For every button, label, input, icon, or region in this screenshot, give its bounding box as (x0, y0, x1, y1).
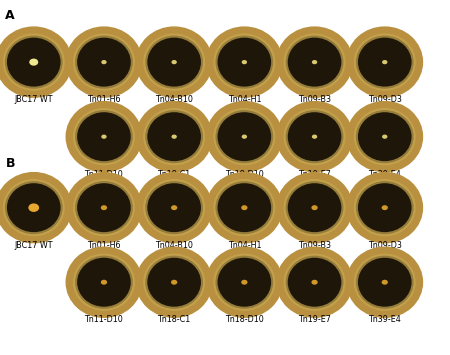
Ellipse shape (141, 32, 207, 92)
Ellipse shape (75, 36, 133, 89)
Ellipse shape (101, 135, 107, 139)
Text: JBC17 WT: JBC17 WT (14, 95, 53, 104)
Ellipse shape (282, 106, 347, 167)
Ellipse shape (216, 256, 273, 309)
Ellipse shape (1, 178, 67, 238)
Text: Tn18-C1: Tn18-C1 (158, 315, 191, 324)
Ellipse shape (356, 110, 414, 163)
Text: Tn04-B10: Tn04-B10 (155, 95, 193, 104)
Ellipse shape (212, 252, 277, 312)
Text: Tn09-B3: Tn09-B3 (298, 95, 331, 104)
Ellipse shape (382, 60, 387, 64)
Text: Tn11-D10: Tn11-D10 (85, 170, 123, 179)
Ellipse shape (286, 256, 343, 309)
Ellipse shape (356, 36, 414, 89)
Ellipse shape (352, 178, 418, 238)
Ellipse shape (382, 205, 388, 210)
Text: Tn01-H6: Tn01-H6 (87, 241, 121, 250)
Text: Tn18-D10: Tn18-D10 (225, 170, 264, 179)
Ellipse shape (75, 256, 133, 309)
Text: Tn19-E7: Tn19-E7 (298, 170, 331, 179)
Ellipse shape (311, 205, 318, 210)
Text: Tn09-D3: Tn09-D3 (368, 241, 402, 250)
Ellipse shape (101, 60, 107, 64)
Ellipse shape (141, 106, 207, 167)
Ellipse shape (171, 135, 177, 139)
Ellipse shape (171, 280, 177, 285)
Ellipse shape (352, 106, 418, 167)
Ellipse shape (71, 106, 137, 167)
Ellipse shape (286, 181, 343, 234)
Ellipse shape (312, 135, 317, 139)
Text: Tn18-C1: Tn18-C1 (158, 170, 191, 179)
Ellipse shape (145, 110, 203, 163)
Ellipse shape (356, 256, 414, 309)
Ellipse shape (145, 36, 203, 89)
Ellipse shape (5, 181, 63, 234)
Text: Tn09-B3: Tn09-B3 (298, 241, 331, 250)
Ellipse shape (382, 280, 388, 285)
Ellipse shape (382, 135, 387, 139)
Ellipse shape (352, 32, 418, 92)
Text: B: B (5, 157, 15, 170)
Ellipse shape (242, 135, 247, 139)
Text: A: A (5, 9, 15, 22)
Text: Tn39-E4: Tn39-E4 (369, 315, 401, 324)
Ellipse shape (141, 252, 207, 312)
Ellipse shape (101, 205, 107, 210)
Ellipse shape (216, 36, 273, 89)
Ellipse shape (75, 110, 133, 163)
Text: Tn01-H6: Tn01-H6 (87, 95, 121, 104)
Ellipse shape (312, 60, 317, 64)
Text: Tn09-D3: Tn09-D3 (368, 95, 402, 104)
Text: Tn04-H1: Tn04-H1 (228, 241, 261, 250)
Ellipse shape (29, 59, 38, 66)
Text: Tn18-D10: Tn18-D10 (225, 315, 264, 324)
Ellipse shape (352, 252, 418, 312)
Ellipse shape (241, 280, 248, 285)
Ellipse shape (212, 178, 277, 238)
Text: Tn04-B10: Tn04-B10 (155, 241, 193, 250)
Ellipse shape (71, 32, 137, 92)
Text: Tn19-E7: Tn19-E7 (298, 315, 331, 324)
Ellipse shape (141, 178, 207, 238)
Ellipse shape (171, 205, 177, 210)
Ellipse shape (286, 110, 343, 163)
Ellipse shape (282, 252, 347, 312)
Ellipse shape (101, 280, 107, 285)
Ellipse shape (1, 32, 67, 92)
Ellipse shape (145, 181, 203, 234)
Ellipse shape (171, 60, 177, 64)
Text: Tn11-D10: Tn11-D10 (85, 315, 123, 324)
Ellipse shape (212, 32, 277, 92)
Ellipse shape (71, 252, 137, 312)
Ellipse shape (28, 203, 39, 212)
Ellipse shape (242, 60, 247, 64)
Text: Tn04-H1: Tn04-H1 (228, 95, 261, 104)
Ellipse shape (71, 178, 137, 238)
Ellipse shape (286, 36, 343, 89)
Ellipse shape (75, 181, 133, 234)
Ellipse shape (311, 280, 318, 285)
Ellipse shape (145, 256, 203, 309)
Ellipse shape (212, 106, 277, 167)
Ellipse shape (356, 181, 414, 234)
Ellipse shape (241, 205, 248, 210)
Ellipse shape (282, 32, 347, 92)
Ellipse shape (216, 110, 273, 163)
Text: JBC17 WT: JBC17 WT (14, 241, 53, 250)
Ellipse shape (216, 181, 273, 234)
Text: Tn39-E4: Tn39-E4 (369, 170, 401, 179)
Ellipse shape (5, 36, 63, 89)
Ellipse shape (282, 178, 347, 238)
